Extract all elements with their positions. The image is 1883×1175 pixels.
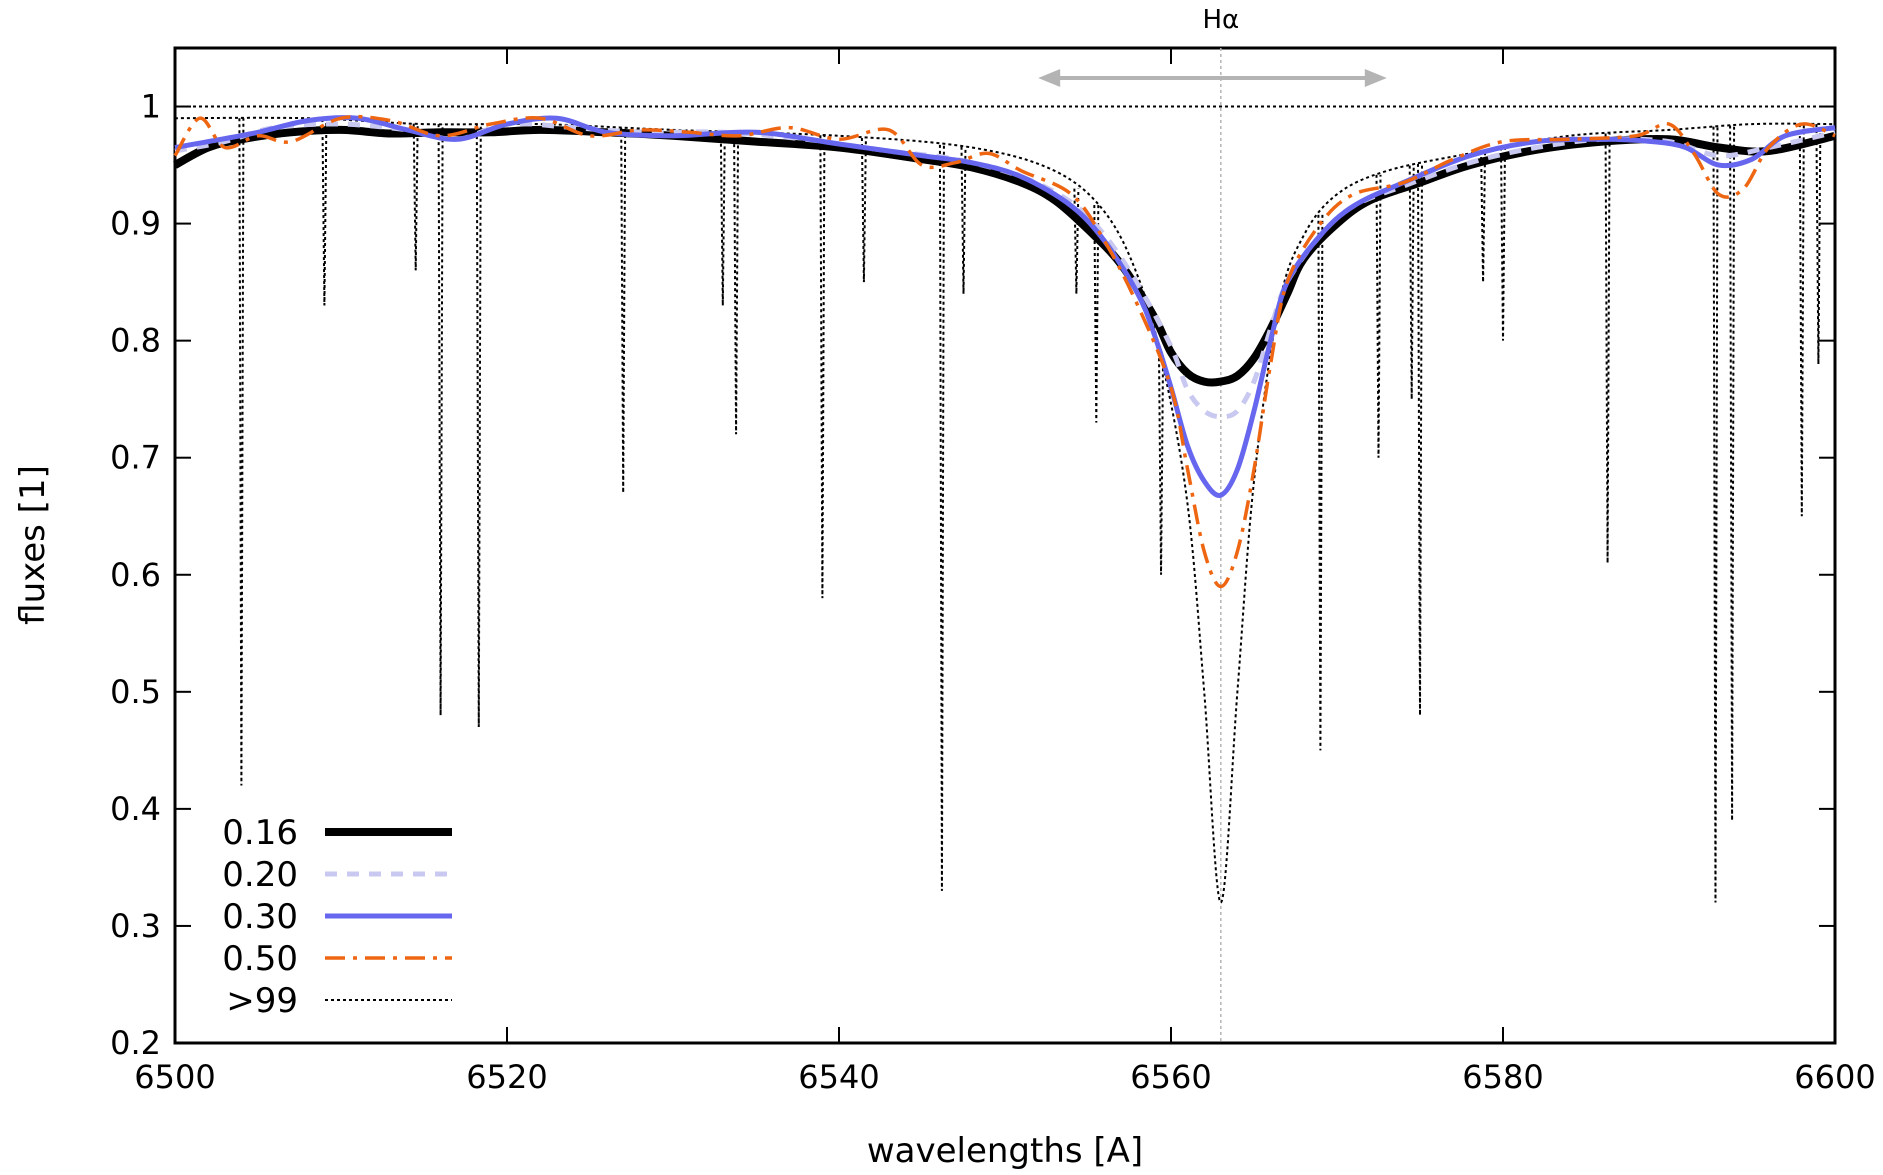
plot-frame [173, 46, 1837, 1045]
x-axis-title: wavelengths [A] [867, 1131, 1143, 1171]
series-gt99-absorption-line [938, 144, 945, 891]
y-tick-label: 0.2 [110, 1024, 161, 1062]
y-tick-label: 0.7 [110, 439, 161, 477]
series-gt99-absorption-line [860, 137, 867, 283]
series-gt99-absorption-line [1604, 133, 1611, 564]
series-gt99-absorption-line [1317, 214, 1324, 751]
x-tick-label: 6540 [798, 1058, 879, 1096]
arrow-head-right [1364, 69, 1387, 87]
series-gt99-absorption-line [1073, 188, 1080, 294]
x-tick-label: 6500 [134, 1058, 215, 1096]
x-tick-label: 6600 [1794, 1058, 1875, 1096]
h-alpha-label: Hα [1202, 5, 1239, 35]
series-gt99-absorption-line [1729, 125, 1736, 821]
y-tick-label: 0.6 [110, 556, 161, 594]
y-tick-label: 0.5 [110, 673, 161, 711]
series-gt99-absorption-line [412, 123, 419, 271]
legend-label: 0.50 [222, 939, 298, 979]
series-gt99-absorption-line [437, 124, 444, 716]
series-gt99-absorption-line [1417, 163, 1423, 716]
y-axis-title: fluxes [1] [13, 465, 53, 625]
legend-label: 0.20 [222, 855, 298, 895]
x-tick-label: 6580 [1462, 1058, 1543, 1096]
y-tick-label: 0.3 [110, 907, 161, 945]
series-gt99-absorption-line [819, 135, 826, 599]
series-gt99-absorption-line [1158, 358, 1165, 575]
series-gt99-absorption-line [475, 124, 482, 727]
series-gt99-continuum [174, 116, 1836, 904]
series-0-50-line [173, 114, 1836, 589]
x-tick-label: 6520 [466, 1058, 547, 1096]
series-gt99-absorption-line [1798, 124, 1805, 517]
y-tick-label: 0.8 [110, 322, 161, 360]
series-0-20-line [174, 121, 1836, 420]
series-gt99-absorption-line [321, 119, 328, 306]
y-axis: 0.2 0.3 0.4 0.5 0.6 0.7 0.8 0.9 1 [110, 88, 1835, 1062]
x-tick-label: 6560 [1130, 1058, 1211, 1096]
series-gt99-absorption-line [620, 127, 627, 493]
series-gt99-absorption-line [960, 146, 967, 294]
arrow-head-left [1038, 69, 1061, 87]
y-tick-label: 0.9 [110, 205, 161, 243]
series-layer [173, 105, 1836, 904]
x-axis: 6500 6520 6540 6560 6580 6600 [134, 48, 1876, 1096]
legend-label: >99 [226, 981, 298, 1021]
h-alpha-annotation: Hα [1038, 5, 1387, 1043]
legend-label: 0.30 [222, 897, 298, 937]
y-tick-label: 0.4 [110, 790, 161, 828]
legend: 0.160.200.300.50>99 [222, 813, 452, 1021]
series-gt99-absorption-line [1480, 150, 1487, 283]
series-gt99-absorption-line [1093, 205, 1100, 423]
series-0-16-line [173, 125, 1836, 387]
series-gt99-absorption-line [1408, 165, 1415, 400]
series-gt99-absorption-line [1712, 126, 1719, 903]
y-tick-label: 1 [141, 88, 161, 126]
series-gt99-absorption-line [733, 132, 740, 435]
series-gt99-absorption-line [1500, 147, 1506, 341]
series-gt99-absorption-line [1815, 124, 1822, 365]
series-gt99-absorption-line [719, 131, 726, 306]
series-gt99-absorption-line [1375, 174, 1382, 458]
legend-label: 0.16 [222, 813, 298, 853]
series-gt99-absorption-line [238, 118, 245, 786]
